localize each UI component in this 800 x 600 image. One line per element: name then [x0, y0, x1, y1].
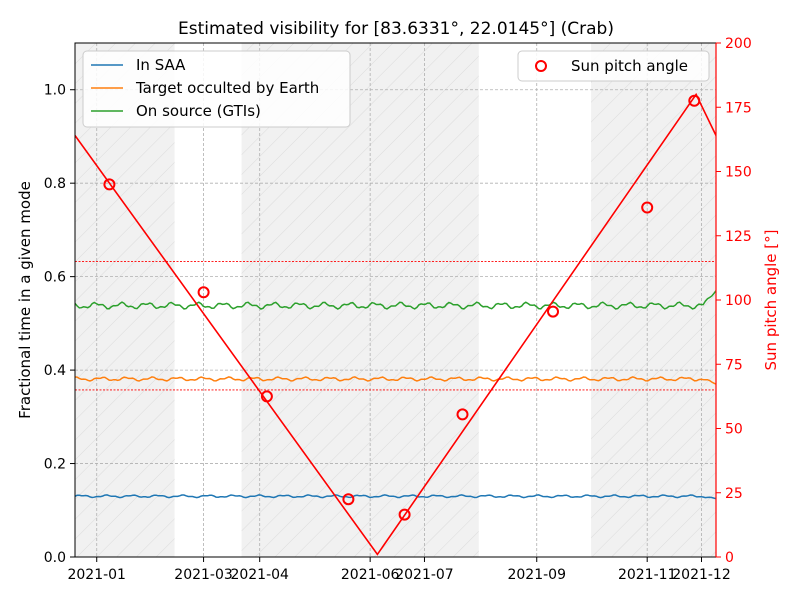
sun-pitch-line-group — [75, 92, 716, 556]
series-line-1 — [75, 376, 716, 385]
left-y-tick-label-5: 1.0 — [44, 83, 66, 99]
sun-pitch-marker-5 — [456, 408, 469, 421]
series-lines — [75, 290, 716, 500]
legend-marker-sun-pitch — [535, 60, 547, 72]
x-tick-label-5: 2021-09 — [507, 567, 566, 583]
legend-main-box — [82, 50, 351, 128]
shaded-periods — [75, 43, 716, 557]
right-y-tick-label-7: 175 — [725, 100, 752, 116]
sun-pitch-marker-0 — [103, 178, 116, 191]
right-y-tick-label-2: 50 — [725, 422, 743, 438]
series-line-2 — [75, 290, 716, 310]
legend-label-occulted: Target occulted by Earth — [135, 79, 319, 97]
x-tick-label-7: 2021-12 — [672, 567, 731, 583]
shaded-period-hatch-0 — [75, 43, 175, 557]
series-line-0 — [75, 494, 716, 500]
sun-pitch-marker-7 — [641, 201, 654, 214]
right-y-tick-label-5: 125 — [725, 229, 752, 245]
left-y-tick-label-1: 0.2 — [44, 457, 66, 473]
chart-title: Estimated visibility for [83.6331°, 22.0… — [178, 19, 614, 39]
legend-label-in-saa: In SAA — [136, 56, 186, 74]
sun-pitch-series — [75, 92, 716, 556]
right-axis-label: Sun pitch angle [°] — [762, 230, 780, 371]
sun-pitch-marker-6 — [547, 305, 559, 318]
left-y-tick-label-4: 0.8 — [44, 176, 66, 192]
legend-label-on-source: On source (GTIs) — [136, 102, 261, 120]
x-tick-label-0: 2021-01 — [67, 567, 126, 583]
x-tick-label-2: 2021-04 — [230, 567, 289, 583]
sun-pitch-line — [75, 92, 716, 556]
x-tick-label-1: 2021-03 — [174, 567, 233, 583]
right-y-tick-label-1: 25 — [725, 486, 743, 502]
left-axis-label: Fractional time in a given mode — [16, 181, 34, 419]
left-y-tick-label-3: 0.6 — [44, 270, 66, 286]
left-y-tick-label-0: 0.0 — [44, 550, 66, 566]
sun-pitch-marker-2 — [260, 390, 273, 403]
left-y-tick-label-2: 0.4 — [44, 363, 66, 379]
left-y-axis: 0.0 0.2 0.4 0.6 0.8 1.0 — [44, 83, 75, 566]
sun-pitch-marker-1 — [197, 286, 210, 299]
right-y-tick-label-6: 150 — [725, 165, 752, 181]
threshold-lines — [75, 261, 716, 391]
right-y-tick-label-0: 0 — [725, 550, 734, 566]
right-y-axis: 0 25 50 75 100 125 150 175 200 — [715, 36, 752, 566]
x-tick-label-4: 2021-07 — [395, 567, 454, 583]
legend-sun-pitch-box — [517, 50, 710, 82]
right-y-tick-label-3: 75 — [725, 357, 743, 373]
right-y-tick-label-8: 200 — [725, 36, 752, 52]
shaded-period-hatch-1 — [241, 43, 479, 557]
x-tick-label-3: 2021-06 — [341, 567, 400, 583]
legend-sun-pitch: Sun pitch angle — [517, 50, 710, 82]
sun-pitch-marker-8 — [688, 94, 701, 107]
x-tick-label-6: 2021-11 — [618, 567, 677, 583]
sun-pitch-marker-3 — [342, 493, 355, 506]
legend-main: In SAA Target occulted by Earth On sourc… — [82, 50, 351, 128]
shaded-period-hatch-2 — [591, 43, 716, 557]
legend-label-sun-pitch: Sun pitch angle — [571, 57, 688, 75]
right-y-tick-label-4: 100 — [725, 293, 752, 309]
sun-pitch-marker-4 — [398, 508, 411, 521]
